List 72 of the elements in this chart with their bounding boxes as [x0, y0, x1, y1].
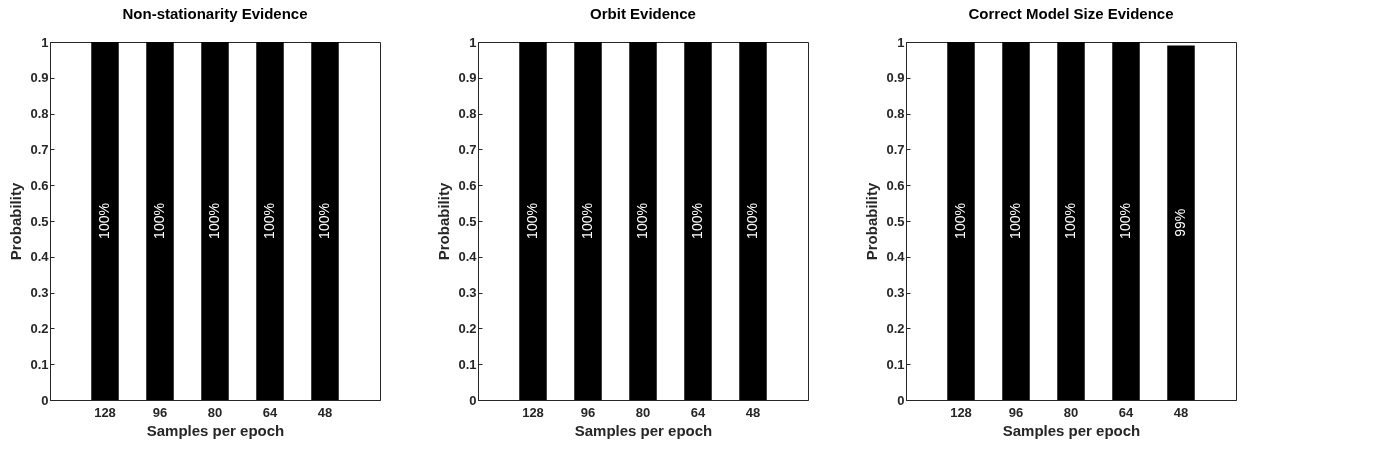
y-tick-label: 0.9 [458, 70, 477, 86]
x-tick-label: 64 [1118, 404, 1134, 420]
y-tick-label: 0.8 [30, 106, 49, 122]
data-label: 99% [1172, 208, 1188, 237]
data-label: 100% [206, 203, 222, 239]
y-tick-label: 0.3 [886, 285, 905, 301]
x-tick-label: 80 [207, 404, 223, 420]
x-tick-label: 80 [635, 404, 651, 420]
data-label: 100% [151, 203, 167, 239]
x-tick-label: 96 [1008, 404, 1024, 420]
data-label: 100% [524, 203, 540, 239]
x-axis-title: Samples per epoch [1002, 421, 1141, 439]
chart-title: Non-stationarity Evidence [122, 5, 308, 22]
x-tick-label: 128 [94, 404, 116, 420]
x-axis-title: Samples per epoch [146, 421, 285, 439]
y-tick-label: 0.7 [30, 141, 49, 157]
y-tick-label: 0.2 [30, 320, 49, 336]
y-tick-label: 0 [469, 392, 477, 408]
y-tick-label: 1 [897, 34, 905, 50]
data-label: 100% [1062, 203, 1078, 239]
x-tick-label: 64 [262, 404, 278, 420]
y-tick-label: 0.1 [886, 356, 905, 372]
data-label: 100% [952, 203, 968, 239]
y-tick-label: 0.2 [458, 320, 477, 336]
data-label: 100% [1007, 203, 1023, 239]
x-tick-label: 128 [522, 404, 544, 420]
chart-title: Correct Model Size Evidence [968, 5, 1174, 22]
y-tick-label: 0.2 [886, 320, 905, 336]
data-label: 100% [1117, 203, 1133, 239]
chart-title: Orbit Evidence [590, 5, 696, 22]
y-tick-label: 0.3 [458, 285, 477, 301]
y-tick-label: 0.6 [886, 177, 905, 193]
x-tick-label: 80 [1063, 404, 1079, 420]
y-axis-title: Probability [435, 182, 453, 261]
y-tick-label: 0 [897, 392, 905, 408]
y-tick-label: 0.4 [886, 249, 906, 265]
y-tick-label: 0.7 [886, 141, 905, 157]
y-tick-label: 0.4 [458, 249, 478, 265]
y-tick-label: 0 [41, 392, 49, 408]
y-tick-label: 0.6 [458, 177, 477, 193]
y-tick-label: 0.7 [458, 141, 477, 157]
y-tick-label: 0.8 [458, 106, 477, 122]
y-tick-label: 1 [41, 34, 49, 50]
x-tick-label: 48 [745, 404, 761, 420]
data-label: 100% [634, 203, 650, 239]
y-tick-label: 0.5 [886, 213, 905, 229]
x-tick-label: 128 [950, 404, 972, 420]
data-label: 100% [261, 203, 277, 239]
y-tick-label: 0.1 [30, 356, 49, 372]
y-tick-label: 0.5 [458, 213, 477, 229]
data-label: 100% [316, 203, 332, 239]
data-label: 100% [579, 203, 595, 239]
y-tick-label: 0.5 [30, 213, 49, 229]
y-tick-label: 0.6 [30, 177, 49, 193]
x-tick-label: 48 [1173, 404, 1189, 420]
y-tick-label: 0.9 [30, 70, 49, 86]
y-axis-title: Probability [863, 182, 881, 261]
y-axis-title: Probability [7, 182, 25, 261]
x-axis-title: Samples per epoch [574, 421, 713, 439]
data-label: 100% [689, 203, 705, 239]
y-tick-label: 0.1 [458, 356, 477, 372]
x-tick-label: 96 [152, 404, 168, 420]
x-tick-label: 96 [580, 404, 596, 420]
y-tick-label: 0.8 [886, 106, 905, 122]
x-tick-label: 48 [317, 404, 333, 420]
y-tick-label: 0.9 [886, 70, 905, 86]
y-tick-label: 0.3 [30, 285, 49, 301]
data-label: 100% [744, 203, 760, 239]
x-tick-label: 64 [690, 404, 706, 420]
data-label: 100% [96, 203, 112, 239]
y-tick-label: 0.4 [30, 249, 50, 265]
y-tick-label: 1 [469, 34, 477, 50]
